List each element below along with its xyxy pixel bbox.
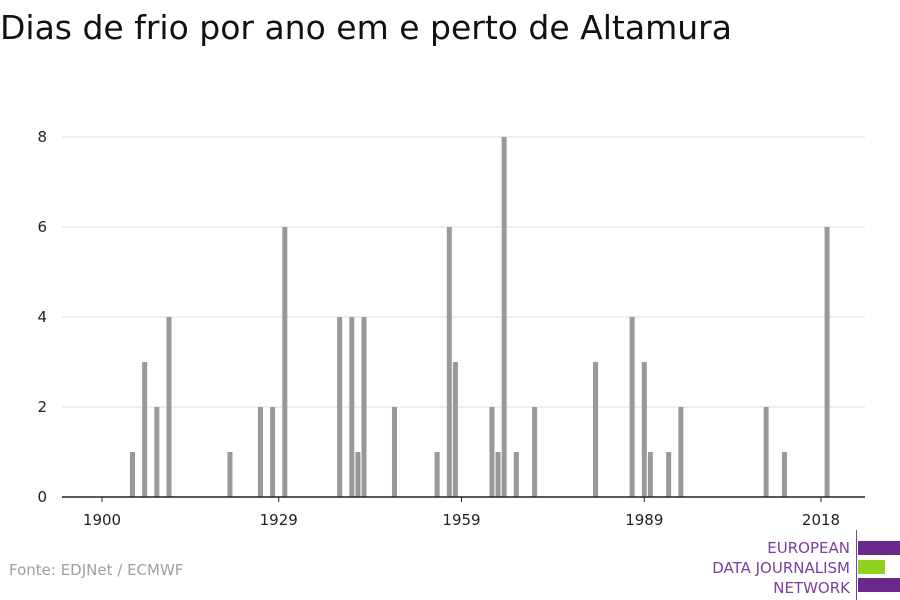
y-axis-ticks: 0 2 4 6 8 xyxy=(37,128,47,506)
bar xyxy=(355,452,361,497)
bar xyxy=(501,137,507,497)
logo-bar-bottom xyxy=(858,578,900,592)
bar xyxy=(678,407,684,497)
bar xyxy=(641,362,647,497)
x-tick-label: 1900 xyxy=(83,511,121,529)
logo-bar-top xyxy=(858,541,900,555)
y-tick-label: 8 xyxy=(37,128,47,146)
bar xyxy=(166,317,172,497)
bar xyxy=(349,317,355,497)
bar xyxy=(593,362,599,497)
y-tick-label: 0 xyxy=(37,488,47,506)
x-tick-label: 1959 xyxy=(442,511,480,529)
bar xyxy=(142,362,148,497)
y-tick-label: 4 xyxy=(37,308,47,326)
x-tick-label: 1989 xyxy=(625,511,663,529)
bar xyxy=(824,227,830,497)
gridlines xyxy=(62,136,865,408)
bar xyxy=(763,407,769,497)
x-axis-ticks: 1900 1929 1959 1989 2018 xyxy=(83,497,840,529)
bar xyxy=(489,407,495,497)
bar xyxy=(532,407,538,497)
bar xyxy=(434,452,440,497)
bar xyxy=(154,407,160,497)
bar xyxy=(337,317,343,497)
bars xyxy=(129,137,830,497)
bar xyxy=(227,452,233,497)
logo-text-european: EUROPEAN xyxy=(767,539,850,557)
x-tick-label: 2018 xyxy=(802,511,840,529)
bar xyxy=(495,452,501,497)
bar xyxy=(781,452,787,497)
logo-bar-middle xyxy=(858,560,885,574)
bar xyxy=(129,452,135,497)
logo-divider xyxy=(856,530,857,600)
source-note: Fonte: EDJNet / ECMWF xyxy=(9,561,184,579)
bar xyxy=(513,452,519,497)
bar xyxy=(666,452,672,497)
bar xyxy=(452,362,458,497)
bar xyxy=(629,317,635,497)
logo-text-network: NETWORK xyxy=(773,579,850,597)
edjnet-logo: EUROPEAN DATA JOURNALISM NETWORK xyxy=(700,530,900,600)
chart-title: Dias de frio por ano em e perto de Altam… xyxy=(0,8,732,47)
bar xyxy=(446,227,452,497)
bar xyxy=(361,317,367,497)
y-tick-label: 2 xyxy=(37,398,47,416)
logo-text-data-journalism: DATA JOURNALISM xyxy=(712,559,850,577)
bar xyxy=(391,407,397,497)
x-tick-label: 1929 xyxy=(260,511,298,529)
bar xyxy=(647,452,653,497)
y-tick-label: 6 xyxy=(37,218,47,236)
bar xyxy=(270,407,276,497)
bar xyxy=(257,407,263,497)
bar xyxy=(282,227,288,497)
